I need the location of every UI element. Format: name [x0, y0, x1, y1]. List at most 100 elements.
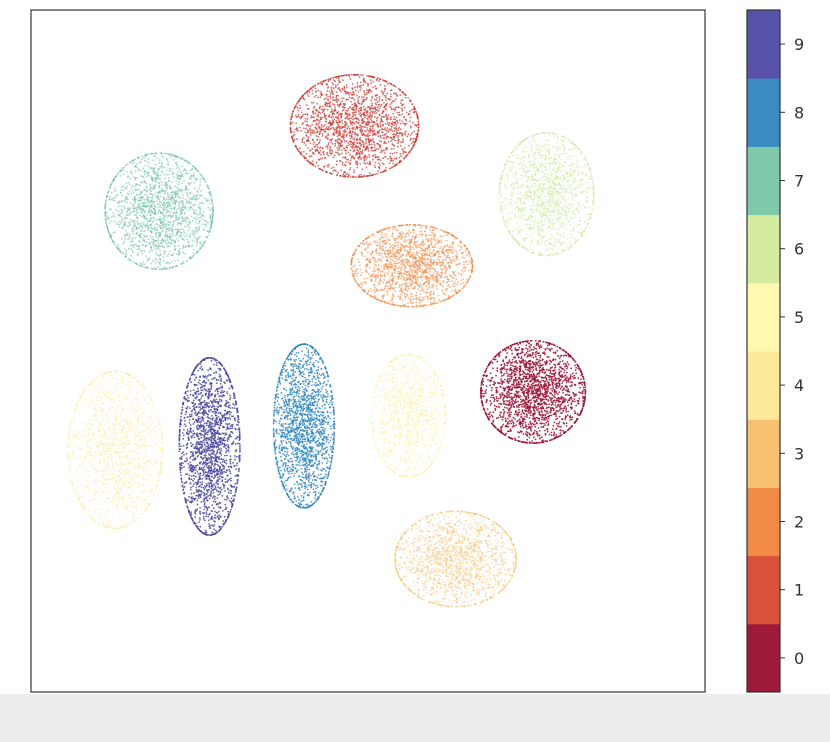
data-point — [336, 160, 338, 163]
data-point — [549, 372, 552, 375]
data-point — [514, 357, 516, 359]
data-point — [494, 409, 497, 411]
data-point — [377, 77, 379, 80]
data-point — [381, 99, 384, 102]
data-point — [455, 250, 458, 253]
data-point — [563, 363, 565, 365]
data-point — [500, 426, 503, 428]
data-point — [507, 409, 510, 411]
data-point — [533, 413, 536, 415]
data-point — [433, 280, 436, 282]
data-point — [382, 93, 385, 96]
data-point — [524, 368, 527, 371]
data-point — [559, 397, 562, 399]
data-point — [567, 388, 570, 391]
data-point — [573, 398, 576, 400]
data-point — [304, 92, 306, 95]
data-point — [367, 149, 370, 152]
data-point — [441, 269, 444, 271]
data-point — [343, 139, 346, 142]
data-point — [336, 138, 339, 141]
data-point — [529, 375, 531, 378]
data-point — [401, 113, 403, 116]
data-point — [538, 419, 540, 422]
data-point — [554, 396, 556, 399]
data-point — [534, 392, 536, 395]
data-point — [318, 151, 321, 154]
data-point — [500, 411, 502, 414]
data-point — [349, 106, 351, 109]
data-point — [532, 384, 534, 387]
data-point — [340, 97, 343, 100]
data-point — [332, 99, 335, 102]
data-point — [521, 409, 524, 411]
data-point — [374, 106, 376, 109]
data-point — [377, 162, 380, 165]
data-point — [362, 119, 364, 122]
data-point — [540, 426, 543, 428]
data-point — [381, 256, 384, 258]
data-point — [518, 360, 521, 362]
data-point — [563, 405, 566, 408]
data-point — [352, 131, 354, 134]
data-point — [555, 382, 558, 385]
data-point — [507, 391, 510, 394]
data-point — [538, 402, 541, 405]
data-point — [529, 420, 531, 423]
data-point — [537, 387, 540, 390]
data-point — [356, 133, 359, 135]
data-point — [338, 142, 341, 145]
data-point — [521, 424, 524, 427]
data-point — [358, 126, 361, 129]
data-point — [293, 108, 296, 110]
data-point — [551, 347, 553, 350]
data-point — [538, 441, 541, 444]
data-point — [337, 153, 340, 156]
data-point — [566, 390, 569, 393]
data-point — [547, 420, 550, 423]
data-point — [379, 105, 382, 108]
data-point — [378, 252, 381, 254]
data-point — [343, 88, 346, 90]
data-point — [539, 356, 542, 359]
data-point — [341, 87, 344, 90]
data-point — [396, 95, 398, 97]
data-point — [292, 110, 295, 113]
data-point — [562, 380, 564, 383]
data-point — [506, 430, 509, 433]
data-point — [540, 416, 543, 419]
data-point — [350, 117, 352, 120]
data-point — [401, 299, 404, 301]
data-point — [411, 121, 414, 124]
data-point — [518, 418, 521, 421]
data-point — [376, 120, 378, 122]
data-point — [412, 137, 415, 140]
data-point — [399, 305, 402, 307]
data-point — [339, 112, 342, 115]
data-point — [360, 113, 363, 116]
data-point — [496, 386, 498, 389]
data-point — [456, 283, 459, 286]
data-point — [548, 342, 551, 345]
data-point — [514, 373, 517, 376]
data-point — [325, 120, 328, 123]
data-point — [439, 247, 441, 250]
data-point — [404, 93, 407, 96]
data-point — [569, 355, 572, 358]
data-point — [403, 116, 406, 118]
data-point — [400, 234, 402, 237]
data-point — [542, 441, 545, 443]
data-point — [461, 269, 464, 271]
data-point — [357, 156, 359, 159]
data-point — [552, 378, 555, 381]
data-point — [321, 133, 324, 135]
data-point — [389, 263, 392, 265]
data-point — [329, 101, 332, 103]
data-point — [554, 404, 557, 407]
data-point — [402, 232, 405, 235]
data-point — [346, 158, 348, 161]
data-point — [508, 399, 511, 402]
data-point — [549, 411, 552, 414]
data-point — [515, 349, 518, 352]
data-point — [529, 427, 532, 429]
